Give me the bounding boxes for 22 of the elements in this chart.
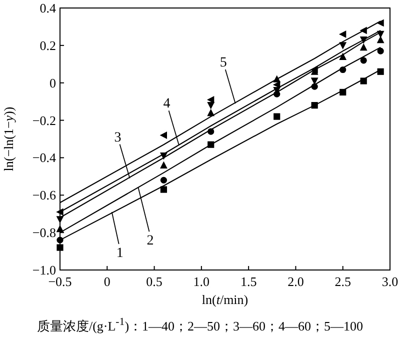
annotation: 5	[220, 55, 227, 70]
annotation: 2	[146, 234, 154, 249]
y-tick-label: 0.2	[40, 38, 56, 53]
x-axis-title: ln(t/min)	[202, 292, 248, 307]
x-tick-label: 0.5	[146, 274, 162, 289]
x-tick-label: 1.5	[240, 274, 257, 289]
y-tick-label: −0.4	[32, 150, 56, 166]
annotation: 1	[116, 246, 124, 261]
y-tick-label: −0.2	[32, 112, 56, 128]
annotation: 3	[114, 130, 122, 146]
x-tick-label: 1.0	[193, 274, 210, 289]
x-tick-label: 2.0	[288, 274, 304, 289]
y-tick-label: −0.8	[32, 225, 56, 240]
x-tick-label: 0	[104, 274, 110, 289]
x-tick-label: 2.5	[334, 274, 351, 289]
y-tick-label: 0.4	[40, 0, 56, 16]
y-tick-label: 0	[50, 75, 56, 90]
x-tick-label: 3.0	[382, 274, 398, 289]
y-axis-title: ln(−ln(1−y))	[1, 106, 16, 172]
annotation: 4	[163, 96, 170, 112]
y-tick-label: −0.6	[32, 188, 56, 203]
text: 质量浓度/(g·L$^{-1}$)：1—40；2—50；3—60；4—60；5—100	[36, 316, 364, 336]
